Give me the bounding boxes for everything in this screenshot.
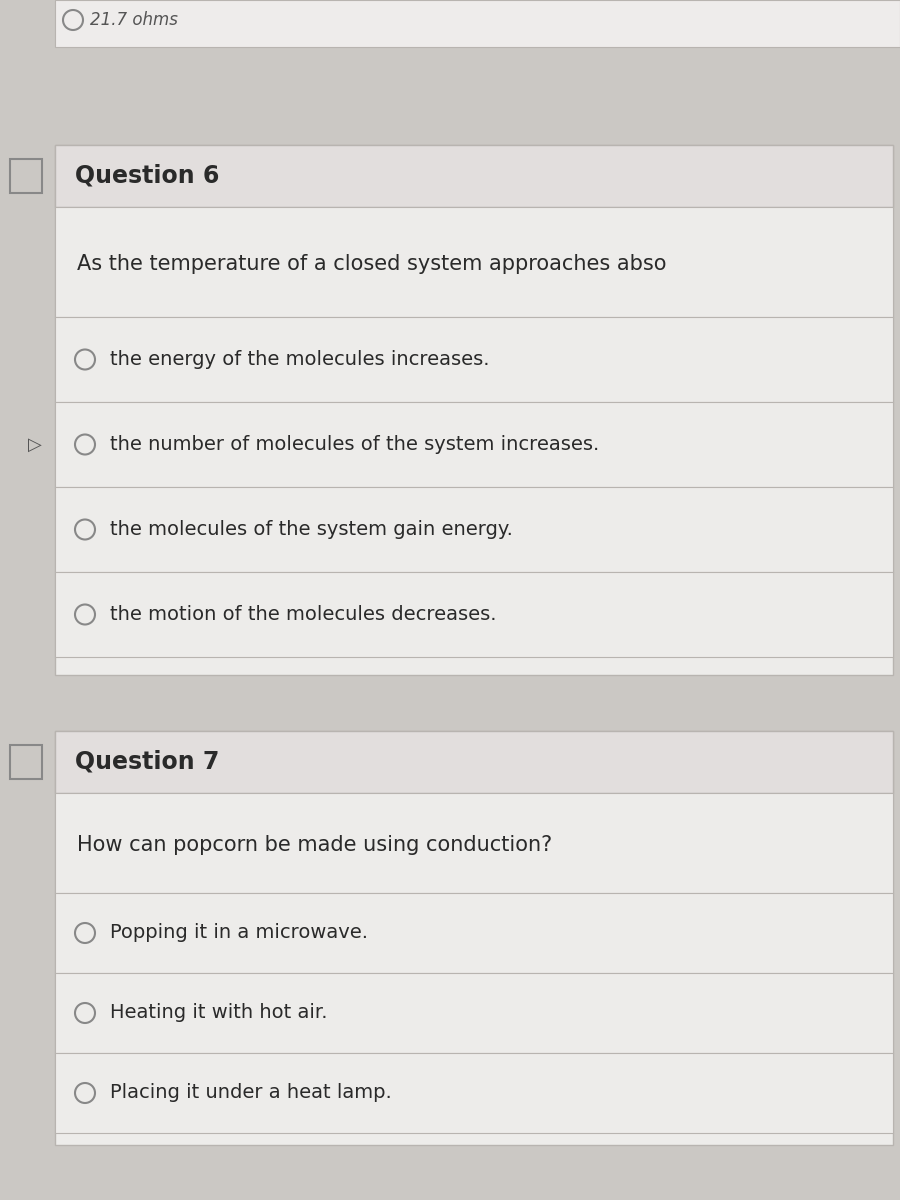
- Text: the number of molecules of the system increases.: the number of molecules of the system in…: [110, 434, 599, 454]
- Text: 21.7 ohms: 21.7 ohms: [90, 11, 178, 29]
- Bar: [10, 158, 42, 193]
- Bar: [55, 487, 893, 572]
- Bar: [55, 572, 893, 658]
- Text: the molecules of the system gain energy.: the molecules of the system gain energy.: [110, 520, 513, 539]
- Bar: [55, 145, 893, 674]
- Text: Placing it under a heat lamp.: Placing it under a heat lamp.: [110, 1084, 392, 1103]
- Text: ▷: ▷: [28, 436, 42, 454]
- Bar: [55, 317, 893, 402]
- Bar: [55, 731, 893, 1145]
- Bar: [55, 1054, 893, 1133]
- Text: Question 6: Question 6: [75, 164, 220, 188]
- Text: As the temperature of a closed system approaches abso: As the temperature of a closed system ap…: [77, 254, 667, 275]
- Text: the motion of the molecules decreases.: the motion of the molecules decreases.: [110, 605, 497, 624]
- Bar: [55, 145, 893, 206]
- Text: Question 7: Question 7: [75, 750, 220, 774]
- Bar: [55, 973, 893, 1054]
- Bar: [10, 745, 42, 779]
- Text: Heating it with hot air.: Heating it with hot air.: [110, 1003, 328, 1022]
- Bar: [55, 793, 893, 893]
- Bar: [55, 0, 900, 47]
- Text: Popping it in a microwave.: Popping it in a microwave.: [110, 924, 368, 942]
- Text: the energy of the molecules increases.: the energy of the molecules increases.: [110, 350, 490, 370]
- Bar: [55, 402, 893, 487]
- Bar: [55, 893, 893, 973]
- Bar: [55, 731, 893, 793]
- Text: How can popcorn be made using conduction?: How can popcorn be made using conduction…: [77, 835, 553, 854]
- Bar: [55, 206, 893, 317]
